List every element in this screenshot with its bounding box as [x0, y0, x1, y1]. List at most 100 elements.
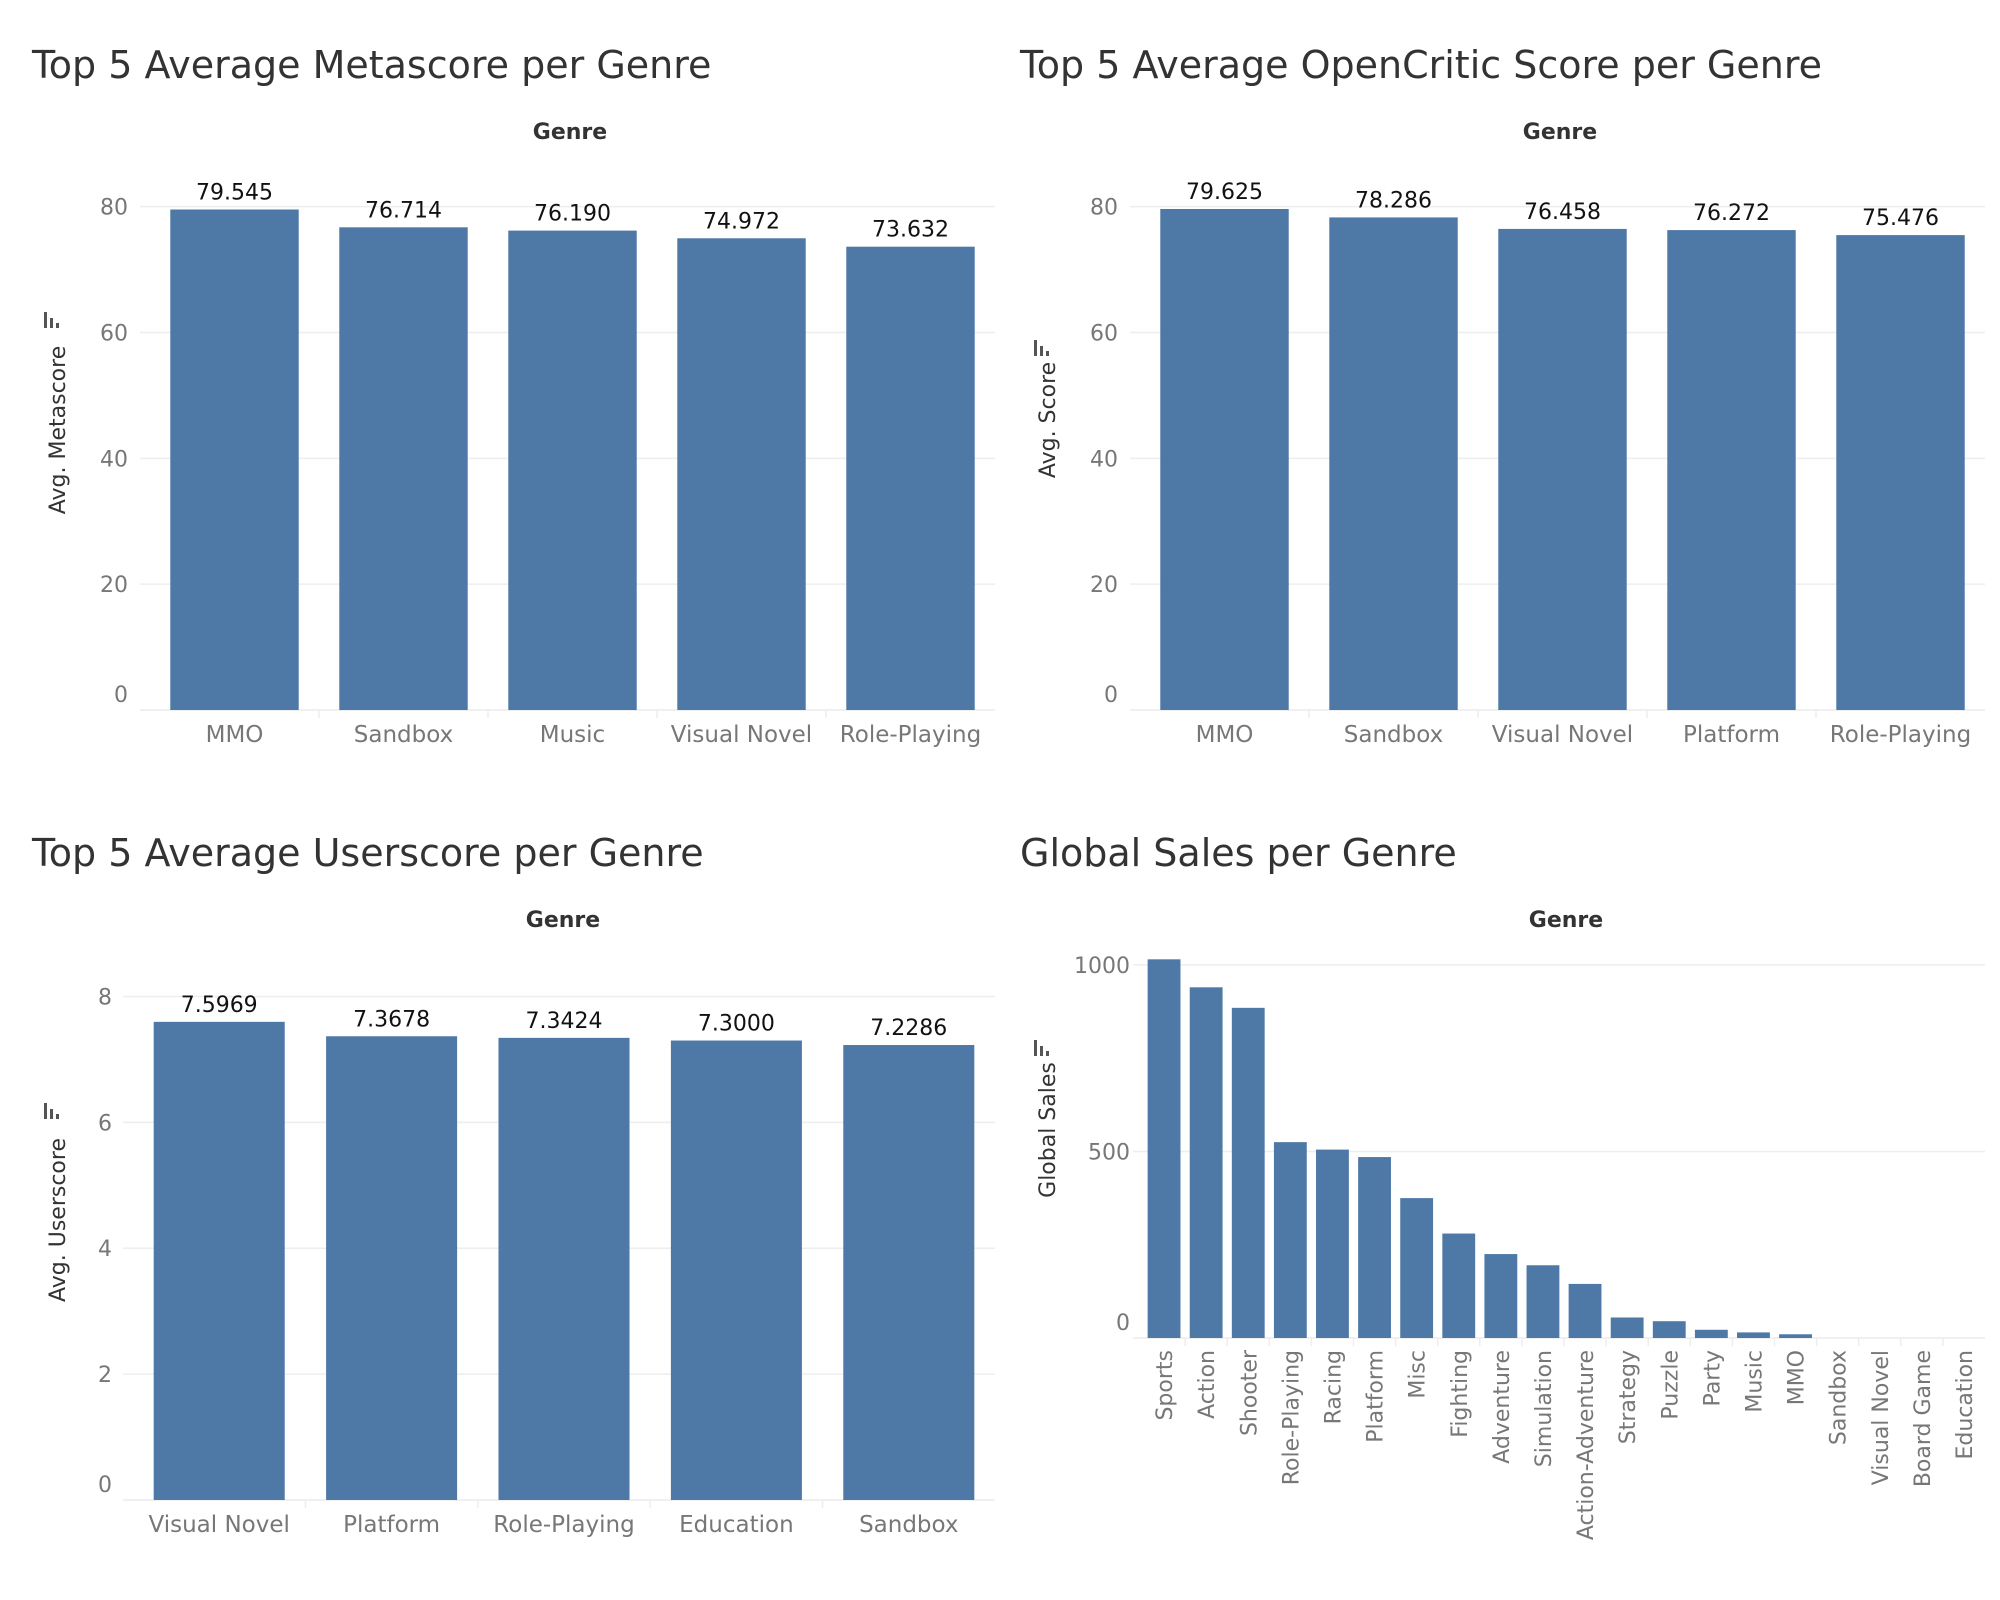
x-tick-label: Simulation	[1532, 1350, 1557, 1467]
y-tick-label: 80	[1090, 196, 1118, 221]
y-tick-label: 60	[100, 321, 128, 346]
sort-icon[interactable]	[44, 1103, 59, 1119]
x-tick-label: Visual Novel	[1869, 1350, 1894, 1485]
bar-action-adventure[interactable]	[1568, 1283, 1602, 1338]
data-label: 78.286	[1355, 188, 1432, 213]
x-tick-label: Racing	[1321, 1350, 1346, 1424]
bar-visual-novel[interactable]	[153, 1021, 285, 1500]
chart-title: Global Sales per Genre	[1020, 831, 1457, 875]
x-axis-title: Genre	[1523, 120, 1597, 145]
x-tick-label: Misc	[1406, 1350, 1431, 1399]
x-tick-label: Adventure	[1490, 1350, 1515, 1464]
data-label: 79.545	[196, 180, 273, 205]
bar-visual-novel[interactable]	[1498, 228, 1627, 710]
bar-role-playing[interactable]	[498, 1037, 630, 1500]
bar-education[interactable]	[670, 1040, 802, 1500]
bar-platform[interactable]	[326, 1036, 458, 1500]
bar-mmo[interactable]	[170, 209, 299, 711]
y-tick-label: 80	[100, 196, 128, 221]
y-axis-title: Global Sales	[1036, 1062, 1061, 1198]
data-label: 76.272	[1693, 201, 1770, 226]
data-label: 7.5969	[181, 993, 258, 1018]
data-label: 73.632	[872, 218, 949, 243]
x-tick-label: Party	[1700, 1350, 1725, 1406]
y-tick-label: 8	[98, 985, 112, 1010]
y-tick-label: 60	[1090, 321, 1118, 346]
bar-music[interactable]	[508, 230, 637, 711]
bar-sandbox[interactable]	[843, 1045, 975, 1500]
bar-puzzle[interactable]	[1652, 1321, 1686, 1338]
bar-shooter[interactable]	[1231, 1007, 1265, 1338]
data-label: 79.625	[1186, 180, 1263, 205]
x-tick-label: Action-Adventure	[1574, 1350, 1599, 1540]
y-tick-label: 4	[98, 1237, 112, 1262]
bar-party[interactable]	[1694, 1329, 1728, 1338]
y-tick-label: 2	[98, 1363, 112, 1388]
bar-sandbox[interactable]	[339, 227, 468, 710]
bar-visual-novel[interactable]	[677, 238, 806, 711]
chart-title: Top 5 Average Userscore per Genre	[31, 831, 704, 875]
x-tick-label: Role-Playing	[840, 722, 981, 748]
x-tick-label: MMO	[1196, 722, 1254, 748]
sort-icon[interactable]	[1034, 340, 1049, 356]
x-axis-title: Genre	[1529, 908, 1603, 933]
data-label: 76.714	[365, 198, 442, 223]
y-axis-title: Avg. Score	[1036, 362, 1061, 478]
y-tick-label: 20	[1090, 573, 1118, 598]
x-tick-label: MMO	[1785, 1350, 1810, 1405]
bar-role-playing[interactable]	[1273, 1142, 1307, 1338]
bar-simulation[interactable]	[1526, 1265, 1560, 1338]
x-axis-title: Genre	[526, 908, 600, 933]
bar-music[interactable]	[1737, 1332, 1770, 1338]
sort-icon[interactable]	[1034, 1040, 1049, 1056]
y-tick-label: 0	[1104, 683, 1118, 708]
y-tick-label: 0	[114, 683, 128, 708]
y-tick-label: 0	[98, 1473, 112, 1498]
global-sales-chart: Global Sales per Genre Genre Global Sale…	[1020, 831, 1985, 1540]
y-tick-label: 40	[1090, 447, 1118, 472]
x-tick-label: Music	[540, 722, 605, 748]
y-tick-label: 20	[100, 573, 128, 598]
data-label: 7.3424	[526, 1009, 603, 1034]
data-label: 75.476	[1862, 206, 1939, 231]
x-tick-label: Role-Playing	[493, 1512, 634, 1538]
x-tick-label: Fighting	[1448, 1350, 1473, 1438]
bar-action[interactable]	[1189, 987, 1223, 1338]
y-axis-title: Avg. Metascore	[46, 346, 71, 514]
y-tick-label: 0	[1116, 1311, 1130, 1336]
x-tick-label: Shooter	[1237, 1349, 1262, 1436]
bar-platform[interactable]	[1667, 230, 1796, 710]
x-tick-label: MMO	[206, 722, 264, 748]
bar-role-playing[interactable]	[1836, 235, 1965, 710]
bar-role-playing[interactable]	[846, 246, 975, 711]
x-tick-label: Education	[1953, 1350, 1978, 1460]
bar-fighting[interactable]	[1442, 1233, 1476, 1338]
chart-title: Top 5 Average Metascore per Genre	[31, 43, 711, 87]
x-tick-label: Visual Novel	[671, 722, 812, 748]
data-label: 76.190	[534, 202, 611, 227]
bar-misc[interactable]	[1400, 1198, 1434, 1338]
x-tick-label: Sandbox	[1827, 1350, 1852, 1445]
userscore-chart: Top 5 Average Userscore per Genre Genre …	[31, 831, 995, 1538]
sort-icon[interactable]	[44, 312, 59, 328]
x-tick-label: Sandbox	[859, 1512, 958, 1538]
x-tick-label: Board Game	[1911, 1350, 1936, 1487]
bar-mmo[interactable]	[1779, 1334, 1812, 1338]
x-tick-label: Platform	[1364, 1350, 1389, 1443]
y-axis-title: Avg. Userscore	[46, 1138, 71, 1302]
y-tick-label: 500	[1088, 1140, 1130, 1165]
x-tick-label: Visual Novel	[148, 1512, 289, 1538]
x-tick-label: Role-Playing	[1830, 722, 1971, 748]
bar-platform[interactable]	[1358, 1157, 1391, 1338]
x-tick-label: Puzzle	[1658, 1350, 1683, 1420]
bar-sandbox[interactable]	[1329, 217, 1458, 710]
bar-strategy[interactable]	[1610, 1317, 1644, 1338]
bar-sports[interactable]	[1147, 959, 1181, 1338]
bar-adventure[interactable]	[1484, 1254, 1518, 1338]
data-label: 76.458	[1524, 200, 1601, 225]
bar-mmo[interactable]	[1160, 208, 1289, 710]
bar-racing[interactable]	[1316, 1149, 1349, 1338]
x-tick-label: Platform	[343, 1512, 440, 1538]
chart-title: Top 5 Average OpenCritic Score per Genre	[1019, 43, 1822, 87]
